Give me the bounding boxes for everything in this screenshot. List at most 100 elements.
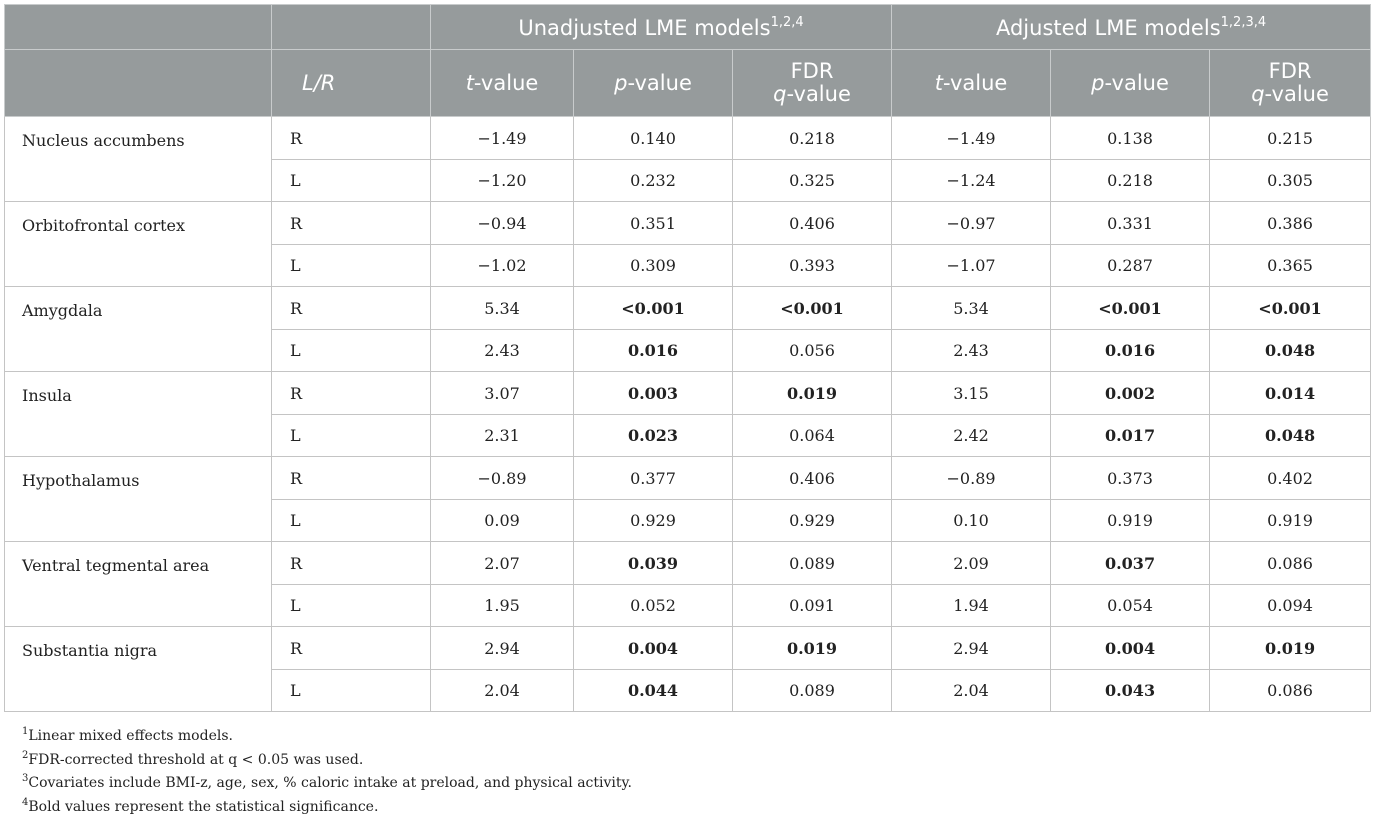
region-name: Orbitofrontal cortex (4, 201, 272, 287)
unadj-t-value-cell: −0.89 (430, 456, 574, 500)
adj-p-value-cell: 0.002 (1050, 371, 1211, 415)
unadj-t-value-cell: 2.94 (430, 626, 574, 670)
footnote: 2FDR-corrected threshold at q < 0.05 was… (22, 749, 364, 768)
adj-p-value-cell: 0.919 (1050, 499, 1211, 542)
adj-fdr-q-value-cell: 0.048 (1209, 414, 1372, 457)
adj-p-value-cell: 0.017 (1050, 414, 1211, 457)
unadj-t-value-cell: 5.34 (430, 286, 574, 330)
adj-t-value-cell: 3.15 (891, 371, 1052, 415)
unadj-p-value-cell: 0.140 (573, 116, 733, 160)
header-lr: L/R (271, 49, 431, 117)
unadj-t-value-cell: 1.95 (430, 584, 574, 627)
adj-t-value-cell: 5.34 (891, 286, 1052, 330)
table-row: Orbitofrontal cortex R −0.94 0.351 0.406 −0.9… (4, 201, 1372, 287)
adj-fdr-q-value-cell: 0.019 (1209, 626, 1372, 670)
adj-t-value-cell: −1.07 (891, 244, 1052, 287)
header-p-value: p-value (1050, 49, 1211, 117)
unadj-fdr-q-value-cell: 0.406 (731, 201, 893, 245)
table-row: Nucleus accumbens R −1.49 0.140 0.218 −1.49 0.… (4, 116, 1372, 202)
adj-t-value-cell: −1.24 (891, 159, 1052, 202)
unadj-fdr-q-value-cell: 0.929 (731, 499, 893, 542)
hemisphere-cell: L (271, 244, 431, 287)
unadj-fdr-q-value-cell: 0.406 (731, 456, 893, 500)
table-row: Amygdala R 5.34 <0.001 <0.001 5.34 <0.001 <0.00… (4, 286, 1372, 372)
adj-t-value-cell: 2.04 (891, 669, 1052, 712)
region-name: Substantia nigra (4, 626, 272, 712)
adj-fdr-q-value-cell: 0.305 (1209, 159, 1372, 202)
adj-fdr-q-value-cell: 0.402 (1209, 456, 1372, 500)
region-name: Amygdala (4, 286, 272, 372)
table-header: Unadjusted LME models1,2,4 Adjusted LME … (4, 4, 1372, 117)
adj-p-value-cell: 0.004 (1050, 626, 1211, 670)
adj-t-value-cell: 2.43 (891, 329, 1052, 372)
unadj-fdr-q-value-cell: 0.064 (731, 414, 893, 457)
hemisphere-cell: R (271, 456, 431, 500)
adj-t-value-cell: −1.49 (891, 116, 1052, 160)
footnotes: 1Linear mixed effects models. 2FDR-corre… (22, 720, 632, 815)
hemisphere-cell: L (271, 414, 431, 457)
hemisphere-cell: R (271, 201, 431, 245)
hemisphere-cell: L (271, 499, 431, 542)
adj-p-value-cell: 0.287 (1050, 244, 1211, 287)
unadj-fdr-q-value-cell: 0.393 (731, 244, 893, 287)
unadj-p-value-cell: 0.929 (573, 499, 733, 542)
unadj-fdr-q-value-cell: 0.089 (731, 541, 893, 585)
footnote: 3Covariates include BMI-z, age, sex, % c… (22, 773, 632, 791)
header-t-value: t-value (430, 49, 574, 117)
unadj-t-value-cell: 2.07 (430, 541, 574, 585)
adj-p-value-cell: 0.373 (1050, 456, 1211, 500)
table-row: L 2.04 0.044 0.089 2.04 0.043 0.086 (5, 669, 1372, 712)
unadj-p-value-cell: 0.309 (573, 244, 733, 287)
footnote: 4Bold values represent the statistical s… (22, 796, 379, 815)
header-t-value: t-value (891, 49, 1052, 117)
adj-t-value-cell: 0.10 (891, 499, 1052, 542)
hemisphere-cell: L (271, 669, 431, 712)
unadj-fdr-q-value-cell: 0.089 (731, 669, 893, 712)
unadj-fdr-q-value-cell: <0.001 (731, 286, 893, 330)
adj-fdr-q-value-cell: 0.086 (1209, 541, 1372, 585)
unadj-p-value-cell: 0.023 (573, 414, 733, 457)
adj-p-value-cell: 0.043 (1050, 669, 1211, 712)
adj-p-value-cell: 0.016 (1050, 329, 1211, 372)
unadj-t-value-cell: 0.09 (430, 499, 574, 542)
header-blank (271, 4, 431, 50)
unadj-p-value-cell: <0.001 (573, 286, 733, 330)
hemisphere-cell: L (271, 584, 431, 627)
table-row: L 2.31 0.023 0.064 2.42 0.017 0.048 (5, 414, 1372, 457)
unadj-fdr-q-value-cell: 0.091 (731, 584, 893, 627)
unadj-fdr-q-value-cell: 0.218 (731, 116, 893, 160)
hemisphere-cell: R (271, 286, 431, 330)
unadj-fdr-q-value-cell: 0.325 (731, 159, 893, 202)
table-row: L −1.20 0.232 0.325 −1.24 0.218 0.305 (5, 159, 1372, 202)
adj-p-value-cell: 0.331 (1050, 201, 1211, 245)
unadj-fdr-q-value-cell: 0.019 (731, 371, 893, 415)
adj-fdr-q-value-cell: 0.048 (1209, 329, 1372, 372)
unadj-p-value-cell: 0.016 (573, 329, 733, 372)
unadj-t-value-cell: −0.94 (430, 201, 574, 245)
adj-fdr-q-value-cell: 0.365 (1209, 244, 1372, 287)
region-name: Hypothalamus (4, 456, 272, 542)
hemisphere-cell: R (271, 116, 431, 160)
header-group-unadjusted: Unadjusted LME models1,2,4 (429, 4, 893, 50)
unadj-t-value-cell: 3.07 (430, 371, 574, 415)
header-group-adjusted: Adjusted LME models1,2,3,4 (891, 4, 1372, 50)
header-blank (4, 49, 272, 117)
adj-fdr-q-value-cell: 0.919 (1209, 499, 1372, 542)
adj-p-value-cell: 0.138 (1050, 116, 1211, 160)
unadj-t-value-cell: 2.04 (430, 669, 574, 712)
table-row: Hypothalamus R −0.89 0.377 0.406 −0.89 0.373 0.… (4, 456, 1372, 542)
header-fdr-q-value: FDR q-value (1209, 49, 1372, 117)
table-row: L 2.43 0.016 0.056 2.43 0.016 0.048 (5, 329, 1372, 372)
unadj-p-value-cell: 0.052 (573, 584, 733, 627)
hemisphere-cell: R (271, 626, 431, 670)
table-row: Ventral tegmental area R 2.07 0.039 0.089 2.0… (4, 541, 1372, 627)
table-row: Substantia nigra R 2.94 0.004 0.019 2.94 0.004… (4, 626, 1372, 712)
adj-fdr-q-value-cell: 0.086 (1209, 669, 1372, 712)
header-blank (4, 4, 272, 50)
unadj-t-value-cell: 2.43 (430, 329, 574, 372)
unadj-p-value-cell: 0.004 (573, 626, 733, 670)
unadj-t-value-cell: −1.20 (430, 159, 574, 202)
unadj-p-value-cell: 0.377 (573, 456, 733, 500)
adj-p-value-cell: 0.037 (1050, 541, 1211, 585)
table-row: L −1.02 0.309 0.393 −1.07 0.287 0.365 (5, 244, 1372, 287)
